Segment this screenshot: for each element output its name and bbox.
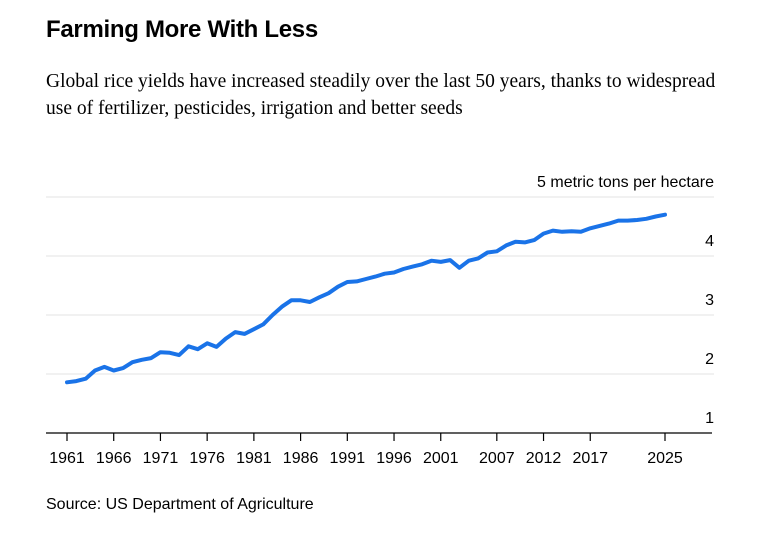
series-line-rice-yield xyxy=(65,212,667,385)
y-tick-label: 5 metric tons per hectare xyxy=(537,174,714,191)
y-tick-label: 3 xyxy=(705,292,714,309)
x-tick-label: 2012 xyxy=(526,450,562,467)
x-tick-label: 2017 xyxy=(572,450,608,467)
x-tick-label: 1996 xyxy=(376,450,412,467)
chart-title: Farming More With Less xyxy=(46,16,318,43)
x-tick-label: 1961 xyxy=(49,450,85,467)
x-tick-label: 1971 xyxy=(143,450,179,467)
chart-subtitle: Global rice yields have increased steadi… xyxy=(46,71,716,119)
x-tick-label: 1981 xyxy=(236,450,272,467)
source-note: Source: US Department of Agriculture xyxy=(46,496,314,513)
x-tick-label: 2025 xyxy=(647,450,683,467)
x-tick-label: 2007 xyxy=(479,450,515,467)
x-tick-label: 1976 xyxy=(189,450,225,467)
x-tick-label: 1966 xyxy=(96,450,132,467)
x-tick-label: 1986 xyxy=(283,450,319,467)
y-tick-label: 2 xyxy=(705,351,714,368)
y-tick-label: 1 xyxy=(705,410,714,427)
y-tick-label: 4 xyxy=(705,233,714,250)
x-tick-label: 2001 xyxy=(423,450,459,467)
x-tick-label: 1991 xyxy=(330,450,366,467)
